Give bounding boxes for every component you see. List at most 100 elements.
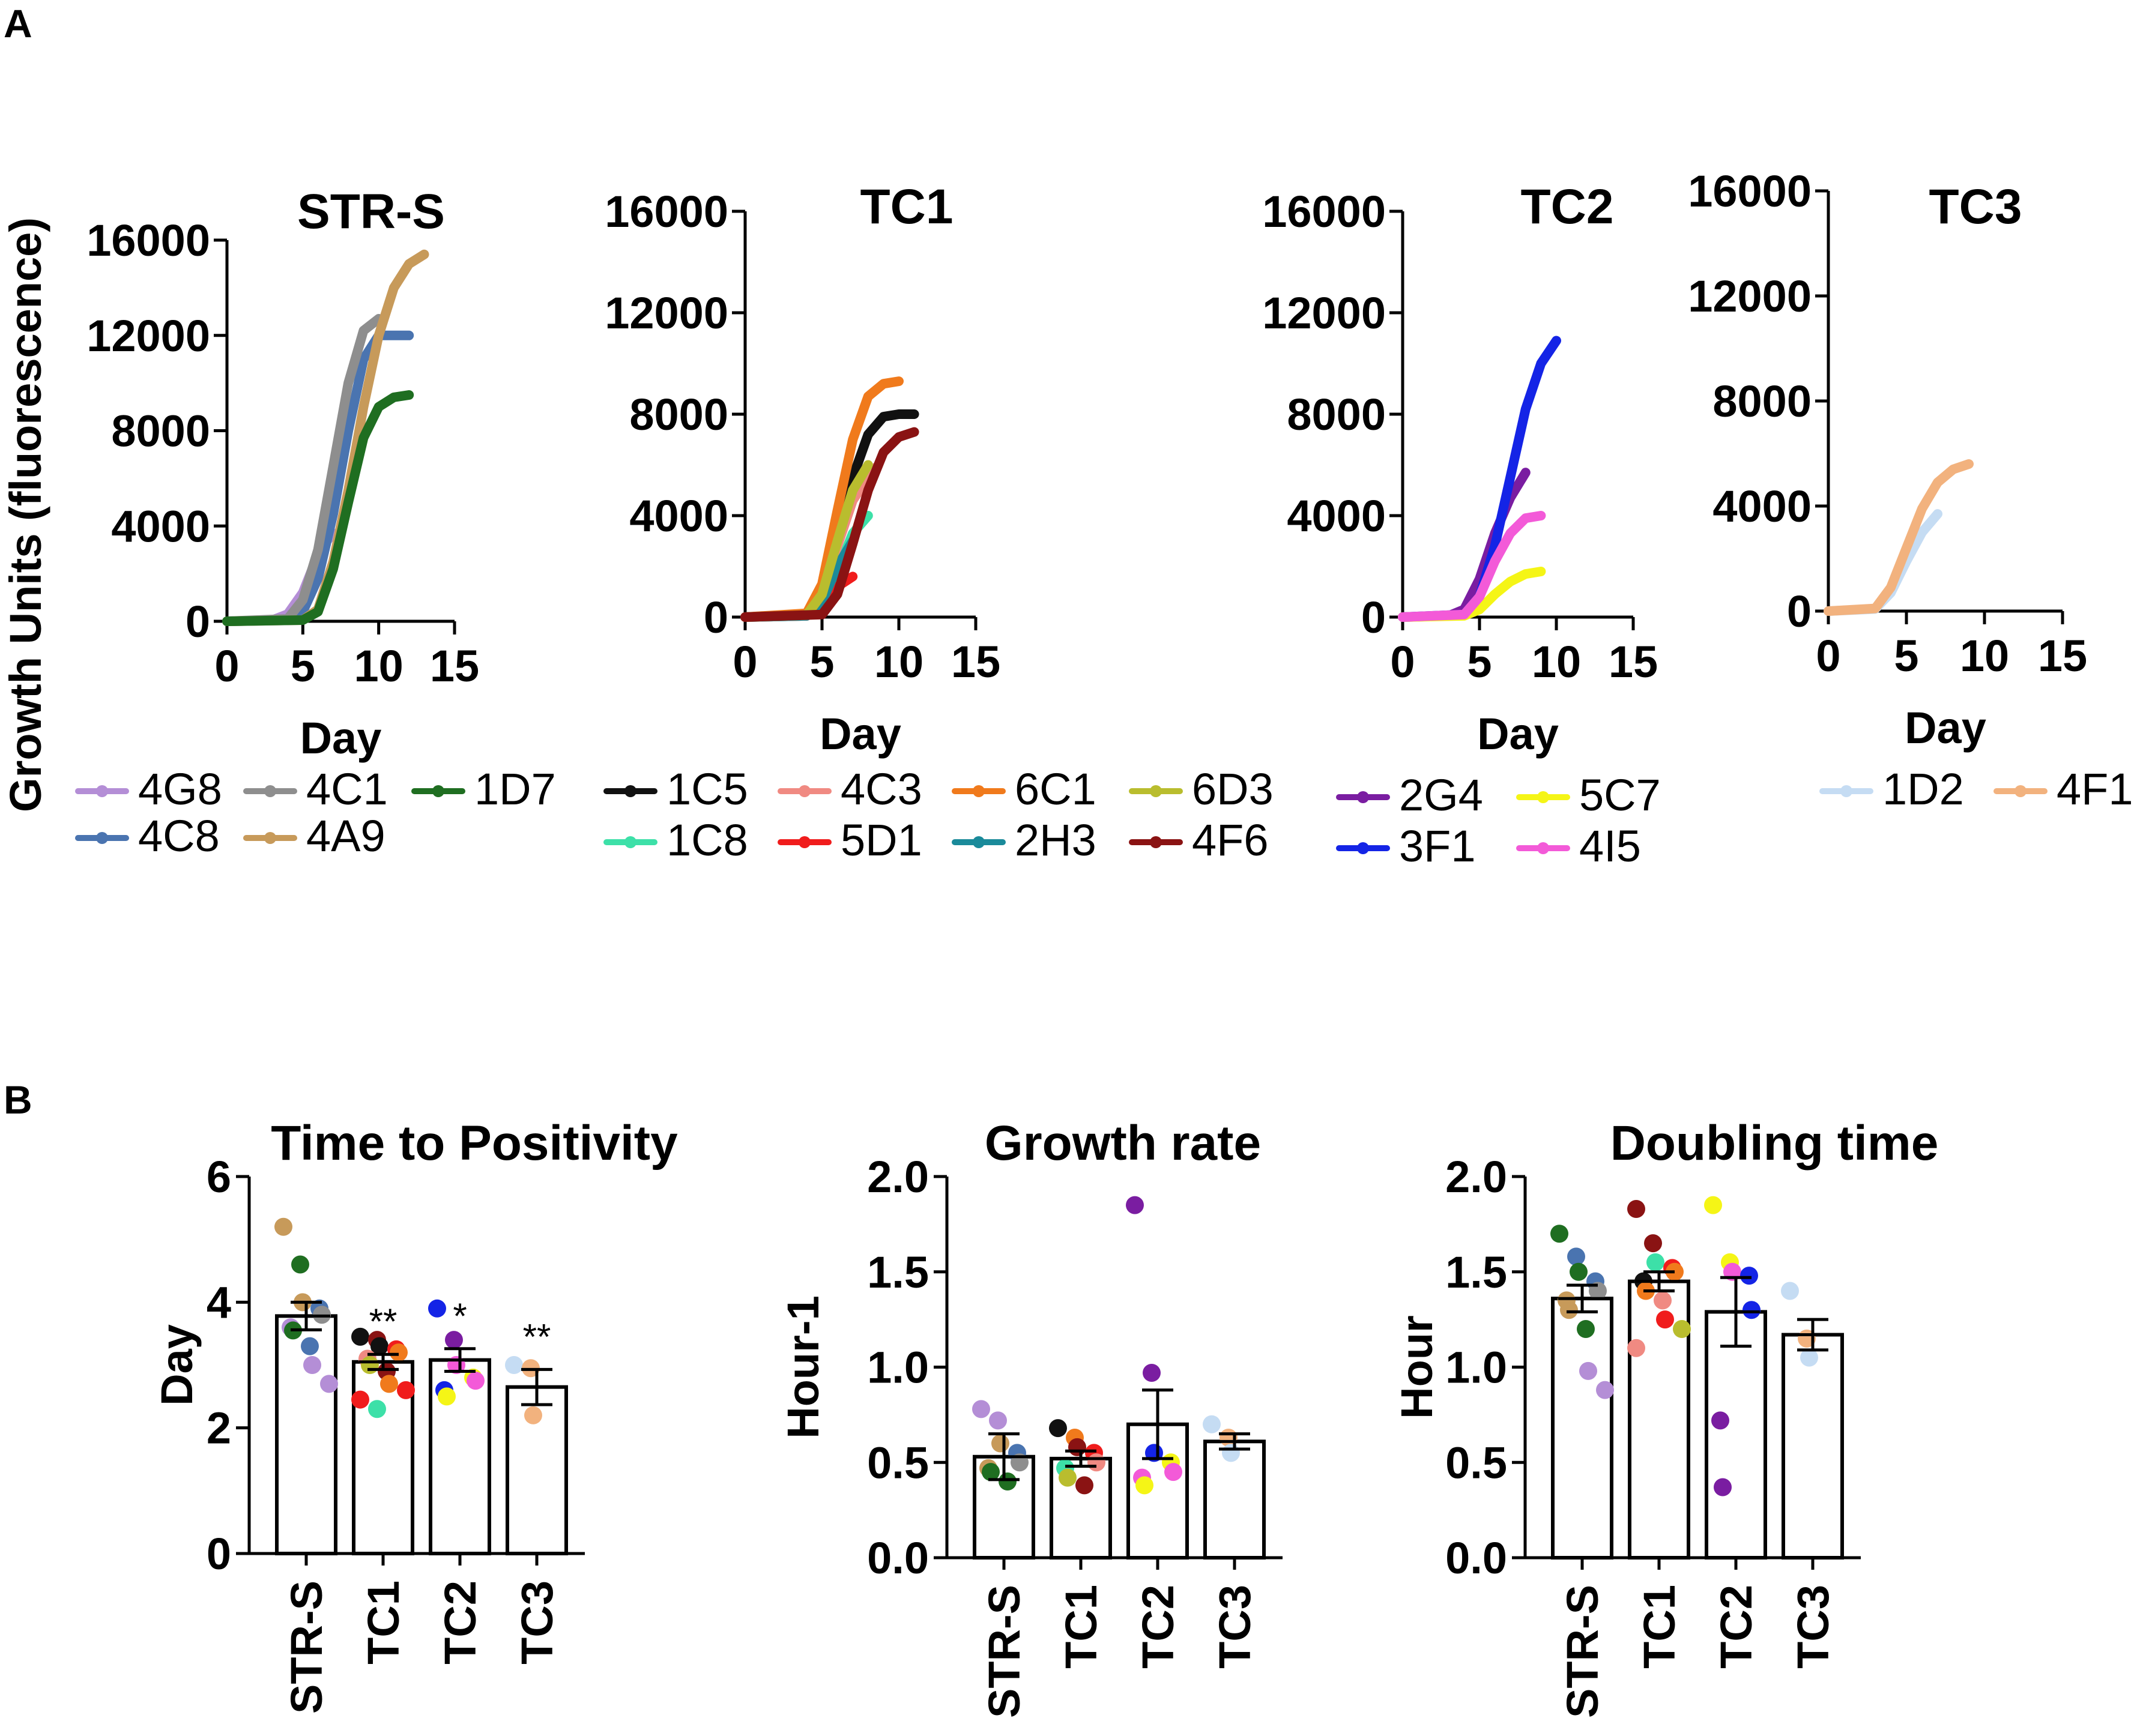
y-tick-label: 12000 xyxy=(605,288,728,338)
data-point-TC1 xyxy=(1654,1291,1672,1310)
data-point-TC1 xyxy=(1059,1468,1077,1487)
category-label-TC3: TC3 xyxy=(1788,1585,1838,1669)
y-tick-label: 0 xyxy=(1787,586,1812,636)
y-tick-label: 12000 xyxy=(1688,271,1812,321)
data-point-TC1 xyxy=(1087,1453,1105,1472)
x-tick-label: 10 xyxy=(1532,637,1581,687)
y-tick-label: 2 xyxy=(207,1403,231,1453)
chart-title: Doubling time xyxy=(1610,1116,1939,1171)
y-tick-label: 0.0 xyxy=(867,1533,929,1583)
legend-marker-4C8 xyxy=(96,832,108,844)
bar-TC3 xyxy=(1203,1439,1266,1560)
data-point-TC1 xyxy=(368,1400,386,1418)
data-point-TC2 xyxy=(1742,1301,1761,1319)
data-point-STR-S xyxy=(1570,1262,1588,1281)
data-point-STR-S xyxy=(303,1356,321,1374)
legend-label-1C8: 1C8 xyxy=(666,815,748,865)
data-point-STR-S xyxy=(972,1400,990,1418)
y-tick-label: 4000 xyxy=(1287,491,1386,541)
y-tick-label: 16000 xyxy=(605,187,728,237)
bar-chart-3: 0.0 0.5 1.0 1.5 2.0 Doubling time Hour STR-S TC1… xyxy=(1392,1116,1938,1718)
chart-title: TC3 xyxy=(1929,179,2022,234)
data-point-TC2 xyxy=(1704,1196,1722,1214)
data-point-TC2 xyxy=(1126,1196,1144,1214)
y-tick-label: 2.0 xyxy=(867,1152,929,1202)
x-tick-label: 5 xyxy=(1894,631,1918,681)
legend-marker-4C1 xyxy=(264,785,276,797)
category-label-TC2: TC2 xyxy=(1711,1585,1761,1669)
legend-label-1C5: 1C5 xyxy=(666,764,748,814)
data-point-TC1 xyxy=(1068,1438,1086,1456)
series-line-4I5 xyxy=(1398,511,1546,622)
data-point-TC2 xyxy=(1143,1364,1161,1382)
category-label-TC1: TC1 xyxy=(1056,1585,1106,1669)
legend-marker-1C8 xyxy=(624,836,636,848)
x-tick-label: 5 xyxy=(291,641,315,691)
chart-title: STR-S xyxy=(297,184,445,239)
x-tick-label: 10 xyxy=(354,641,404,691)
legend-label-6D3: 6D3 xyxy=(1192,764,1274,814)
y-tick-label: 0.5 xyxy=(867,1438,929,1487)
data-point-TC2 xyxy=(1714,1478,1732,1496)
legend-tc2: 2G4 5C7 3F1 4I5 xyxy=(1336,770,1661,871)
y-tick-label: 4 xyxy=(207,1277,231,1327)
legend-marker-4F6 xyxy=(1150,836,1162,848)
y-tick-label: 16000 xyxy=(1688,166,1812,216)
chart-title: Growth rate xyxy=(985,1116,1261,1171)
line-chart-tc1: 0 4000 8000 12000 16000 0 5 10 15 TC1 Day xyxy=(605,179,1000,759)
series-line-4F1 xyxy=(1824,459,1974,616)
legend-label-6C1: 6C1 xyxy=(1015,764,1096,814)
line-chart-tc3: 0 4000 8000 12000 16000 0 5 10 15 TC3 Day xyxy=(1688,166,2087,753)
significance-marker-TC2: * xyxy=(453,1296,467,1336)
legend-label-4F1: 4F1 xyxy=(2057,764,2133,814)
y-tick-label: 8000 xyxy=(1287,390,1386,439)
legend-label-4F6: 4F6 xyxy=(1192,815,1269,865)
legend-label-2H3: 2H3 xyxy=(1015,815,1096,865)
data-point-STR-S xyxy=(982,1463,1000,1481)
data-point-TC1 xyxy=(351,1327,369,1346)
x-tick-label: 10 xyxy=(1960,631,2009,681)
y-tick-label: 0.5 xyxy=(1445,1438,1507,1487)
category-label-TC3: TC3 xyxy=(1210,1585,1260,1669)
bar-TC2 xyxy=(1705,1310,1767,1560)
data-point-STR-S xyxy=(301,1337,319,1355)
legend-marker-6C1 xyxy=(973,785,985,797)
line-chart-str-s: 0 4000 8000 12000 16000 0 5 10 15 STR-S Day Growth … xyxy=(1,184,479,812)
data-point-TC3 xyxy=(524,1406,542,1424)
panel-label-b: B xyxy=(4,1077,32,1122)
data-point-TC2 xyxy=(445,1331,463,1349)
legend-tc3: 1D2 4F1 xyxy=(1819,764,2133,814)
chart-title: Time to Positivity xyxy=(271,1116,678,1171)
data-point-STR-S xyxy=(1596,1381,1614,1399)
data-point-TC1 xyxy=(1644,1234,1662,1253)
x-axis-label: Day xyxy=(1477,709,1559,759)
data-point-STR-S xyxy=(291,1255,309,1274)
data-point-TC1 xyxy=(397,1381,415,1399)
data-point-STR-S xyxy=(1560,1301,1578,1319)
bar-STR-S xyxy=(1551,1297,1613,1560)
category-label-STR-S: STR-S xyxy=(979,1585,1029,1718)
category-label-STR-S: STR-S xyxy=(282,1581,331,1714)
x-tick-label: 0 xyxy=(1390,637,1415,687)
data-point-TC2 xyxy=(1740,1267,1758,1285)
x-tick-label: 10 xyxy=(874,637,923,687)
y-tick-label: 12000 xyxy=(1262,288,1386,338)
legend-label-4G8: 4G8 xyxy=(138,764,222,814)
y-tick-label: 0 xyxy=(207,1529,231,1579)
data-point-TC3 xyxy=(1800,1348,1818,1367)
data-point-TC1 xyxy=(1627,1199,1645,1218)
y-tick-label: 16000 xyxy=(86,215,210,265)
x-axis-label: Day xyxy=(1905,703,1986,753)
data-point-STR-S xyxy=(999,1472,1017,1490)
category-label-TC2: TC2 xyxy=(435,1581,485,1665)
category-label-TC1: TC1 xyxy=(1634,1585,1684,1669)
legend-marker-5D1 xyxy=(799,836,811,848)
data-point-STR-S xyxy=(274,1217,292,1236)
y-tick-label: 4000 xyxy=(111,501,210,551)
data-point-TC1 xyxy=(351,1390,369,1409)
y-tick-label: 2.0 xyxy=(1445,1152,1507,1202)
x-tick-label: 15 xyxy=(430,641,479,691)
data-point-TC1 xyxy=(361,1356,379,1374)
y-axis-label: Hour-1 xyxy=(778,1295,828,1438)
data-point-TC3 xyxy=(505,1356,523,1374)
